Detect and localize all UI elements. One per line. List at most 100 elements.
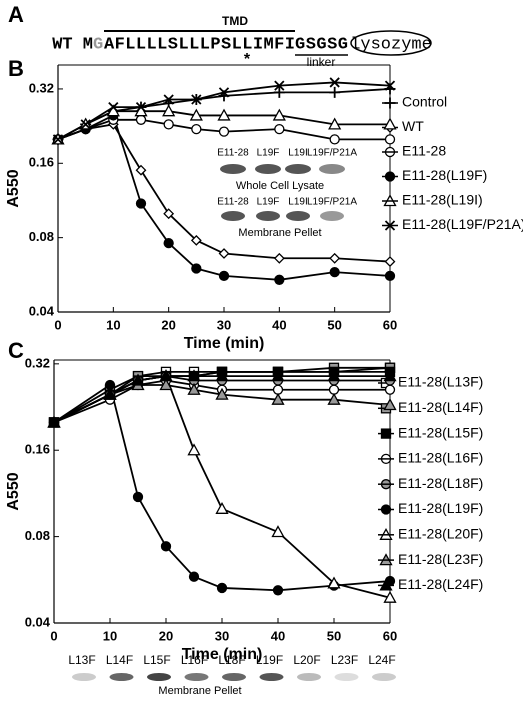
blot-lane-label: L19I [288, 148, 307, 159]
blot-band [222, 673, 246, 681]
marker [191, 94, 202, 105]
x-tick-label: 0 [50, 628, 57, 643]
blot-band [109, 673, 134, 681]
marker [188, 571, 200, 582]
blot-band [320, 211, 344, 221]
x-tick-label: 60 [383, 317, 397, 332]
blot-caption: Membrane Pellet [158, 685, 241, 697]
lysozyme-label: lysozyme [350, 35, 432, 54]
series-line [57, 118, 390, 141]
blot-lane-label: L13F [68, 653, 95, 667]
marker [191, 263, 202, 274]
marker [80, 119, 91, 130]
x-tick-label: 0 [54, 317, 61, 332]
marker [383, 369, 397, 382]
legend-label: E11-28(L16F) [398, 450, 483, 466]
marker [384, 256, 396, 268]
marker [329, 77, 340, 88]
marker [163, 208, 175, 220]
marker [217, 108, 231, 121]
marker [383, 117, 397, 130]
marker [274, 80, 285, 91]
marker [187, 369, 201, 382]
linker-sequence: GSGSG [295, 35, 348, 54]
legend-label: E11-28(L18F) [398, 475, 483, 491]
series-line [57, 81, 391, 141]
marker [190, 234, 202, 246]
marker [272, 585, 284, 596]
blot-lane-label: E11-28 [217, 197, 249, 208]
legend-label: E11-28 [402, 143, 446, 159]
legend-label: WT [402, 118, 424, 134]
x-tick-label: 40 [271, 628, 285, 643]
x-tick-label: 40 [272, 317, 286, 332]
y-axis-title: A550 [5, 472, 22, 510]
blot-lane-label: L24F [368, 653, 395, 667]
blot-band [184, 673, 209, 681]
legend-label: E11-28(L20F) [398, 526, 483, 542]
marker [108, 102, 119, 113]
sequence-prefix: WT M [52, 35, 93, 54]
blot-band [220, 164, 246, 174]
blot-lane-label: L19F/P21A [307, 148, 357, 159]
marker [135, 102, 147, 113]
legend-label: E11-28(L15F) [398, 424, 483, 440]
marker [271, 392, 285, 405]
blot-lane-label: L15F [143, 653, 170, 667]
marker [216, 582, 228, 594]
marker [163, 119, 174, 130]
legend-label: E11-28(L19F) [402, 167, 487, 183]
marker [329, 134, 340, 145]
blot-band [256, 211, 280, 221]
marker [215, 501, 229, 514]
x-tick-label: 20 [159, 628, 173, 643]
marker [329, 252, 341, 264]
y-tick-label: 0.16 [29, 155, 54, 170]
tmd-label: TMD [222, 14, 248, 28]
lysozyme-oval [350, 30, 432, 56]
y-axis-title: A550 [5, 169, 22, 207]
tmd-sequence: AFLLLLSLLLPSLLIMFI [104, 35, 295, 54]
marker [159, 369, 173, 382]
marker [160, 541, 172, 552]
x-axis-title: Time (min) [184, 335, 265, 352]
marker [187, 443, 201, 456]
blot-band [372, 673, 396, 681]
marker [135, 164, 147, 176]
marker [384, 80, 396, 91]
marker [383, 590, 397, 603]
legend-label: Control [402, 94, 447, 110]
blot-lane-label: L20F [293, 653, 320, 667]
marker [327, 369, 341, 382]
marker [215, 369, 229, 382]
marker [274, 123, 285, 135]
x-tick-label: 50 [327, 317, 341, 332]
x-tick-label: 10 [103, 628, 117, 643]
marker [191, 123, 202, 135]
blot-band [72, 673, 96, 681]
legend-label: E11-28(L23F) [398, 551, 483, 567]
legend-label: E11-28(L14F) [398, 399, 483, 415]
sequence-g: G [93, 35, 103, 54]
blot-band [319, 164, 345, 174]
blot-lane-label: L23F [331, 653, 358, 667]
marker [52, 134, 64, 145]
star: * [244, 51, 251, 68]
marker [131, 373, 145, 386]
marker [163, 94, 174, 105]
blot-band [297, 673, 321, 681]
x-tick-label: 20 [161, 317, 175, 332]
marker [163, 237, 174, 249]
marker [274, 274, 285, 285]
legend-label: E11-28(L19I) [402, 192, 483, 208]
marker [218, 87, 230, 98]
blot-lane-label: L14F [106, 653, 133, 667]
legend-label: E11-28(L13F) [398, 374, 483, 390]
blot-lane-label: L19F/P21A [307, 197, 357, 208]
marker [329, 266, 340, 278]
marker [135, 198, 147, 209]
marker [384, 134, 396, 145]
panel-label: C [8, 338, 24, 363]
marker [218, 270, 230, 282]
